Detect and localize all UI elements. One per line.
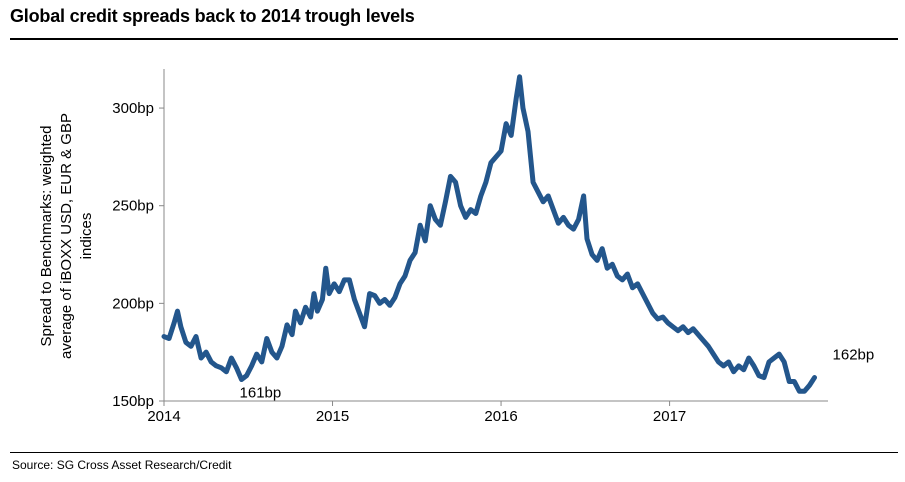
y-tick-label: 200bp [112,295,154,312]
y-axis-label: Spread to Benchmarks: weighted average o… [38,113,95,359]
y-axis-label-line-1: Spread to Benchmarks: weighted [38,126,55,347]
annotation-label: 162bp [833,347,875,364]
y-tick-label: 300bp [112,100,154,117]
annotations: 161bp 162bp [240,347,875,402]
y-axis-label-line-2: average of iBOXX USD, EUR & GBP [58,113,75,359]
title-rule [10,38,898,40]
x-ticks: 2014 2015 2016 2017 [147,401,686,425]
y-tick-label: 250bp [112,198,154,215]
source-rule [10,452,898,453]
line-chart: Spread to Benchmarks: weighted average o… [38,69,875,425]
x-tick-label: 2015 [316,408,349,425]
x-tick-label: 2014 [147,408,180,425]
chart-title: Global credit spreads back to 2014 troug… [10,6,415,26]
y-ticks: 150bp 200bp 250bp 300bp [112,100,164,410]
y-axis-label-line-3: indices [78,213,95,260]
annotation-label: 161bp [240,385,282,402]
x-tick-label: 2016 [484,408,517,425]
x-tick-label: 2017 [653,408,686,425]
y-tick-label: 150bp [112,393,154,410]
source-note: Source: SG Cross Asset Research/Credit [12,458,232,472]
series-line [161,74,818,394]
